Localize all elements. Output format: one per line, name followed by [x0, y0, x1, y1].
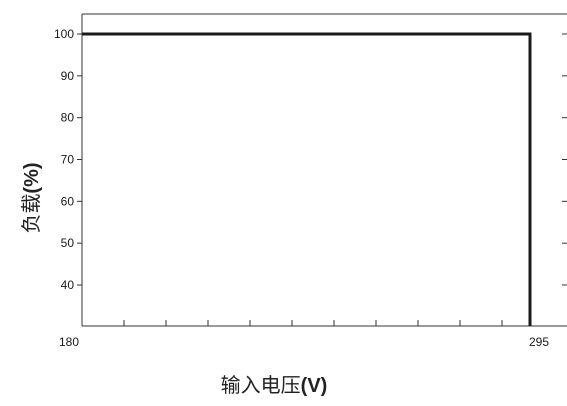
y-axis-title: 负载(%) — [19, 162, 43, 233]
series-lines — [82, 32, 532, 326]
plot-frame — [81, 13, 567, 327]
x-axis-ticks: 180 295 — [59, 320, 549, 349]
y-tick-label: 50 — [61, 236, 75, 250]
x-tick-label: 180 — [59, 335, 79, 349]
x-axis-title: 输入电压(V) — [221, 373, 328, 397]
x-tick-label: 295 — [529, 335, 549, 349]
y-tick-label: 60 — [61, 194, 75, 208]
y-tick-label: 40 — [61, 278, 75, 292]
y-axis-ticks: 40 50 60 70 80 90 100 — [54, 27, 567, 292]
y-tick-label: 80 — [61, 111, 75, 125]
y-tick-label: 70 — [61, 153, 75, 167]
y-tick-label: 100 — [54, 27, 74, 41]
series-line — [82, 32, 532, 326]
y-tick-label: 90 — [61, 69, 75, 83]
